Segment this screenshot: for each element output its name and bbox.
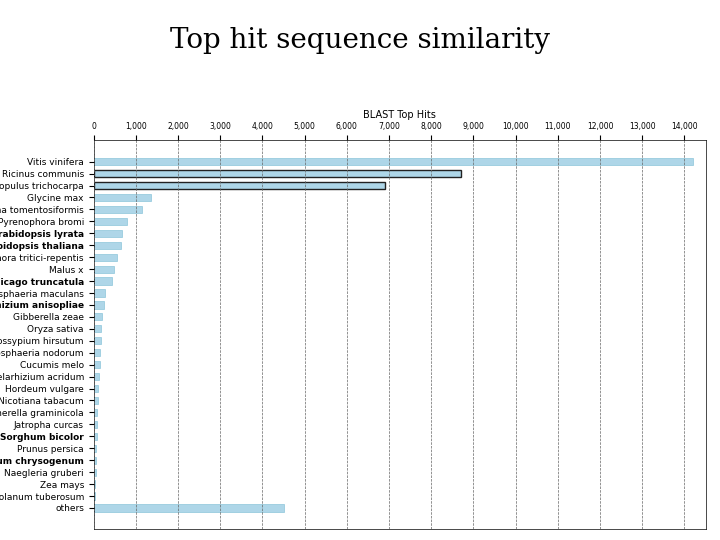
Bar: [94, 457, 96, 464]
Bar: [94, 289, 104, 296]
Bar: [94, 397, 98, 404]
Bar: [94, 373, 99, 380]
Bar: [94, 218, 127, 225]
Bar: [94, 421, 97, 428]
Bar: [94, 433, 96, 440]
Bar: [94, 230, 122, 237]
Bar: [94, 361, 99, 368]
Text: Top hit sequence similarity: Top hit sequence similarity: [170, 27, 550, 54]
Bar: [94, 325, 102, 333]
Bar: [94, 481, 95, 488]
Bar: [94, 444, 96, 452]
Bar: [94, 409, 97, 416]
Bar: [94, 266, 114, 273]
Bar: [94, 254, 117, 261]
Bar: [94, 492, 95, 500]
Bar: [94, 242, 121, 249]
Bar: [94, 182, 384, 189]
Bar: [94, 385, 99, 392]
Bar: [94, 206, 142, 213]
X-axis label: BLAST Top Hits: BLAST Top Hits: [363, 110, 436, 119]
Bar: [94, 301, 104, 308]
Bar: [94, 349, 100, 356]
Bar: [94, 469, 96, 476]
Bar: [94, 194, 150, 201]
Bar: [94, 337, 101, 345]
Bar: [94, 158, 693, 165]
Bar: [94, 313, 102, 320]
Bar: [94, 170, 461, 177]
Bar: [94, 278, 112, 285]
Bar: [94, 504, 284, 511]
